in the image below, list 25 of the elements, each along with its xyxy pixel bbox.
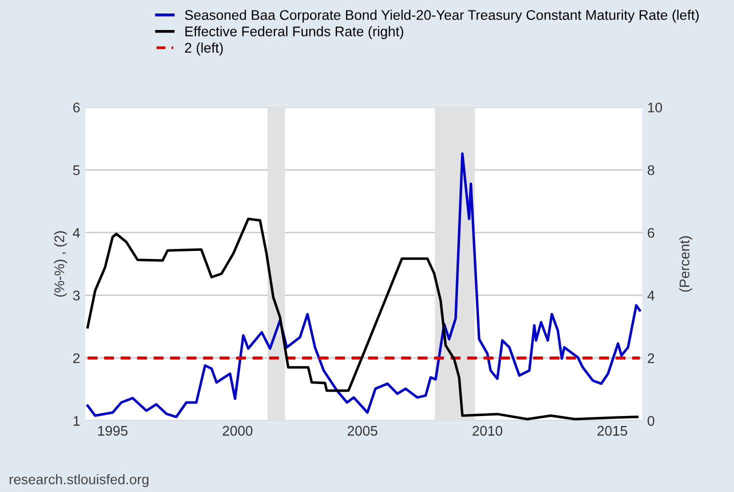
y-tick-label: 1 [74, 416, 80, 426]
y-tick-label: 3 [73, 290, 80, 300]
y-tick-label: 4 [72, 228, 80, 238]
y2-axis-title: (Percent) [679, 236, 692, 292]
y-axis-title: (%-%) , (2) [54, 231, 67, 297]
x-tick-label: 2000 [222, 426, 252, 436]
legend-label: Seasoned Baa Corporate Bond Yield-20-Year Treasury Constant Maturity Rate (left) [184, 10, 699, 23]
x-tick-label: 1995 [98, 426, 128, 436]
text: research.stlouisfed.org [10, 474, 148, 488]
y2-tick-label: 10 [648, 102, 662, 112]
y-tick-label: 2 [73, 353, 80, 364]
y2-tick-label: 0 [648, 416, 654, 426]
x-tick-label: 2005 [348, 426, 378, 436]
legend-label: 2 (left) [185, 42, 223, 56]
legend-label: Effective Federal Funds Rate (right) [185, 26, 404, 40]
y2-tick-label: 4 [647, 290, 654, 300]
y2-tick-label: 8 [648, 165, 654, 176]
line-series [86, 218, 639, 420]
x-tick-label: 2010 [472, 426, 502, 436]
y2-tick-label: 2 [648, 353, 654, 364]
y-tick-label: 5 [73, 165, 80, 176]
y-tick-label: 6 [73, 102, 80, 112]
line-series [86, 152, 641, 418]
x-tick-label: 2015 [598, 426, 628, 436]
y2-tick-label: 6 [648, 228, 654, 238]
